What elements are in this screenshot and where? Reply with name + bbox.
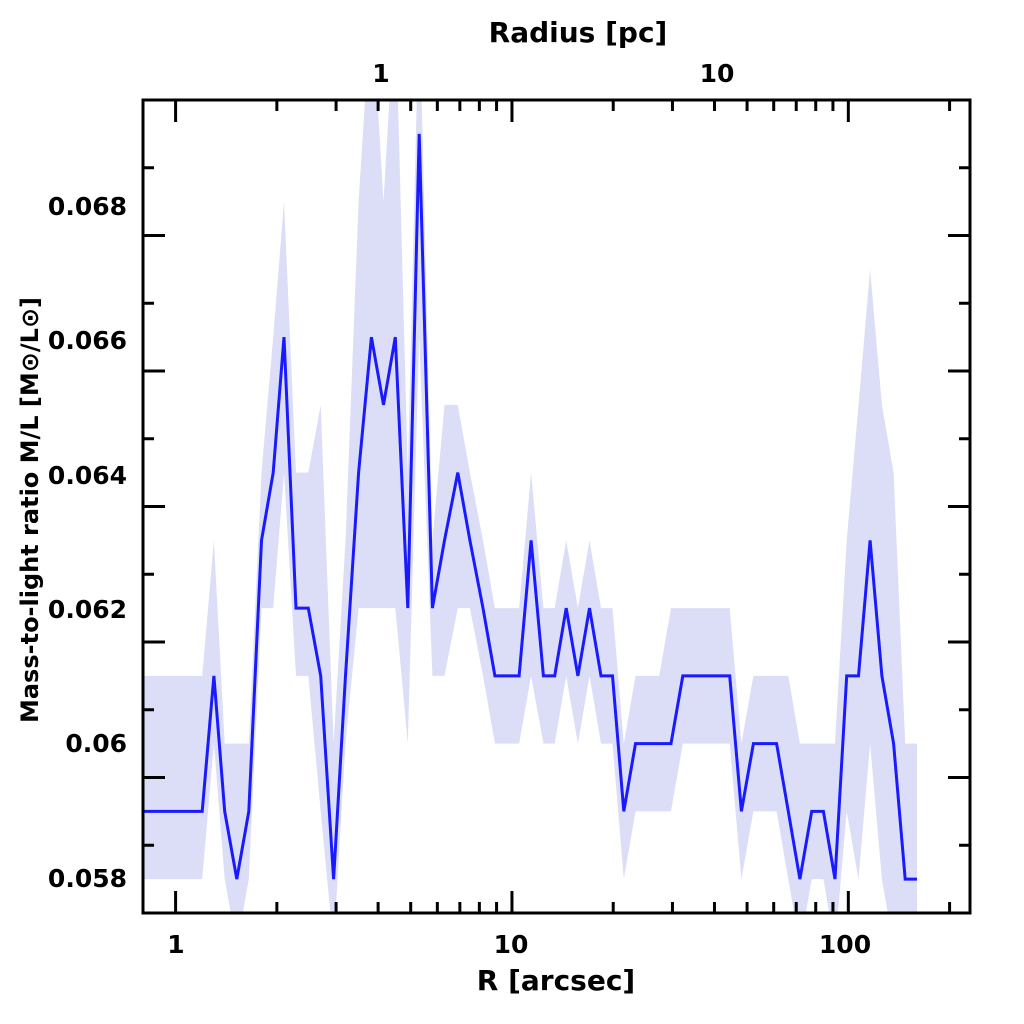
uncertainty-band-layer <box>143 100 917 913</box>
x-axis-title: R [arcsec] <box>477 964 635 997</box>
y-tick-labels: 0.058 0.06 0.062 0.064 0.066 0.068 <box>48 192 127 893</box>
x-tick-labels: 1 10 100 <box>167 930 871 959</box>
top-tick-labels: 1 10 <box>372 59 734 88</box>
x-tick-label-10: 10 <box>494 930 529 959</box>
y-tick-label-0.058: 0.058 <box>48 864 127 893</box>
y-tick-label-0.068: 0.068 <box>48 192 127 221</box>
top-axis-title: Radius [pc] <box>489 16 668 49</box>
y-tick-label-0.06: 0.06 <box>65 729 127 758</box>
y-tick-label-0.066: 0.066 <box>48 326 127 355</box>
y-axis-title: Mass-to-light ratio M/L [M⊙/L⊙] <box>16 297 44 723</box>
series-line-layer <box>143 133 917 881</box>
x-tick-label-100: 100 <box>819 930 871 959</box>
y-tick-label-0.062: 0.062 <box>48 595 127 624</box>
x-tick-label-1: 1 <box>167 930 184 959</box>
top-tick-label-10: 10 <box>700 59 735 88</box>
uncertainty-band <box>143 100 917 913</box>
series-line <box>143 133 917 881</box>
y-tick-label-0.064: 0.064 <box>48 461 127 490</box>
tick-layer <box>143 98 970 915</box>
top-tick-label-1: 1 <box>372 59 389 88</box>
